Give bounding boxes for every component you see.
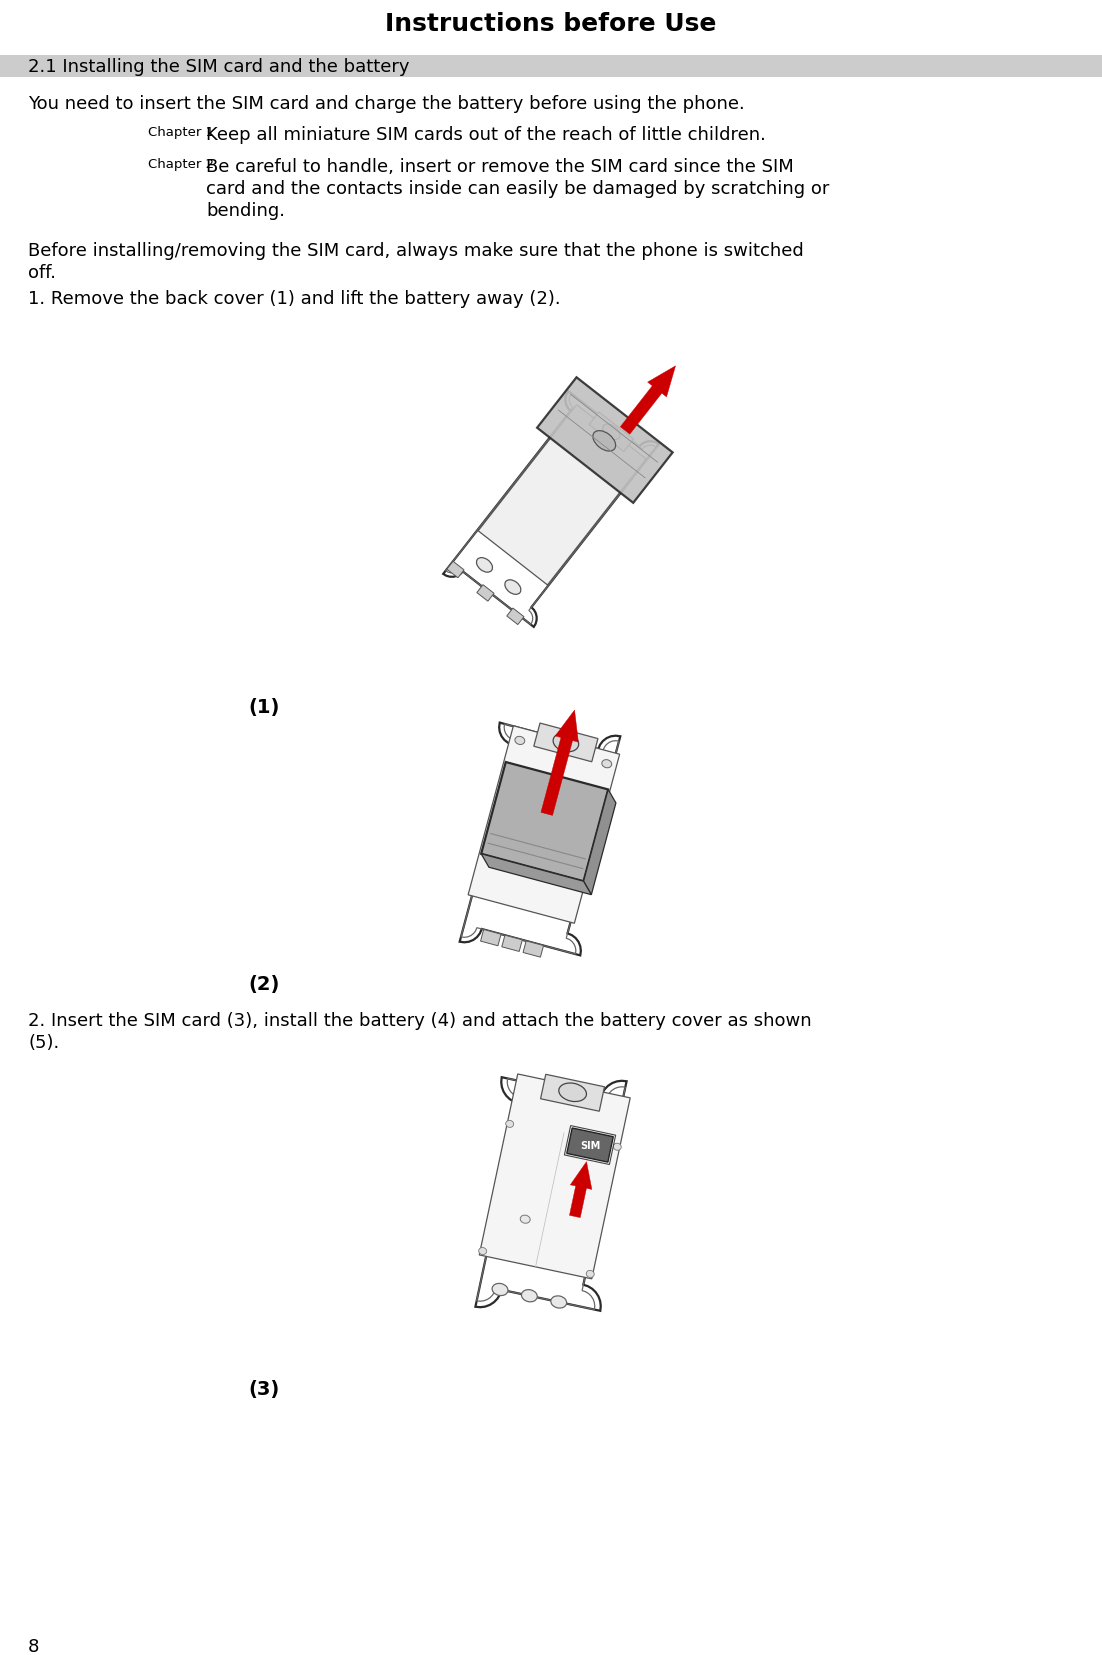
Bar: [0, 56, 1102, 78]
Text: Chapter 2: Chapter 2: [148, 157, 218, 170]
Text: Keep all miniature SIM cards out of the reach of little children.: Keep all miniature SIM cards out of the …: [206, 126, 766, 144]
Text: card and the contacts inside can easily be damaged by scratching or: card and the contacts inside can easily …: [206, 180, 830, 199]
Polygon shape: [523, 942, 543, 958]
Text: (5).: (5).: [28, 1033, 60, 1051]
Text: (2): (2): [248, 975, 280, 993]
Text: (1): (1): [248, 697, 280, 717]
Polygon shape: [443, 392, 659, 627]
Polygon shape: [482, 763, 608, 882]
Ellipse shape: [506, 1120, 514, 1127]
Polygon shape: [537, 377, 672, 503]
Polygon shape: [541, 1074, 605, 1112]
Ellipse shape: [559, 1084, 586, 1102]
Polygon shape: [570, 1162, 592, 1218]
Text: Instructions before Use: Instructions before Use: [386, 12, 716, 36]
Ellipse shape: [586, 1271, 594, 1278]
Text: Be careful to handle, insert or remove the SIM card since the SIM: Be careful to handle, insert or remove t…: [206, 157, 793, 175]
Ellipse shape: [551, 1296, 566, 1307]
Text: Chapter 1: Chapter 1: [148, 126, 218, 139]
Ellipse shape: [478, 1248, 487, 1254]
Polygon shape: [468, 727, 619, 923]
Text: bending.: bending.: [206, 202, 285, 220]
Ellipse shape: [493, 1284, 508, 1296]
Polygon shape: [584, 789, 616, 895]
Text: (3): (3): [248, 1379, 279, 1398]
Polygon shape: [460, 723, 620, 957]
Text: 2. Insert the SIM card (3), install the battery (4) and attach the battery cover: 2. Insert the SIM card (3), install the …: [28, 1011, 812, 1029]
Ellipse shape: [515, 736, 525, 745]
Ellipse shape: [520, 1215, 530, 1223]
Ellipse shape: [602, 760, 612, 768]
Polygon shape: [447, 563, 464, 579]
Polygon shape: [482, 854, 592, 895]
Text: 8: 8: [28, 1637, 40, 1655]
Polygon shape: [480, 930, 501, 947]
Polygon shape: [501, 935, 522, 952]
Polygon shape: [507, 609, 523, 626]
Polygon shape: [477, 586, 494, 602]
Polygon shape: [475, 1077, 627, 1311]
Polygon shape: [590, 412, 634, 452]
Text: 1. Remove the back cover (1) and lift the battery away (2).: 1. Remove the back cover (1) and lift th…: [28, 290, 561, 308]
Ellipse shape: [593, 432, 616, 452]
Ellipse shape: [553, 733, 579, 753]
Ellipse shape: [476, 558, 493, 573]
Text: You need to insert the SIM card and charge the battery before using the phone.: You need to insert the SIM card and char…: [28, 94, 745, 113]
Ellipse shape: [603, 425, 620, 440]
Ellipse shape: [505, 581, 521, 596]
Polygon shape: [620, 367, 676, 435]
Polygon shape: [478, 405, 646, 586]
Ellipse shape: [521, 1289, 538, 1302]
Text: Before installing/removing the SIM card, always make sure that the phone is swit: Before installing/removing the SIM card,…: [28, 242, 803, 260]
Polygon shape: [541, 710, 579, 816]
Polygon shape: [479, 1074, 630, 1279]
Ellipse shape: [614, 1144, 622, 1150]
Polygon shape: [566, 1129, 614, 1162]
Text: 2.1 Installing the SIM card and the battery: 2.1 Installing the SIM card and the batt…: [28, 58, 410, 76]
Text: SIM: SIM: [580, 1140, 601, 1150]
Text: off.: off.: [28, 263, 56, 281]
Polygon shape: [533, 723, 598, 763]
